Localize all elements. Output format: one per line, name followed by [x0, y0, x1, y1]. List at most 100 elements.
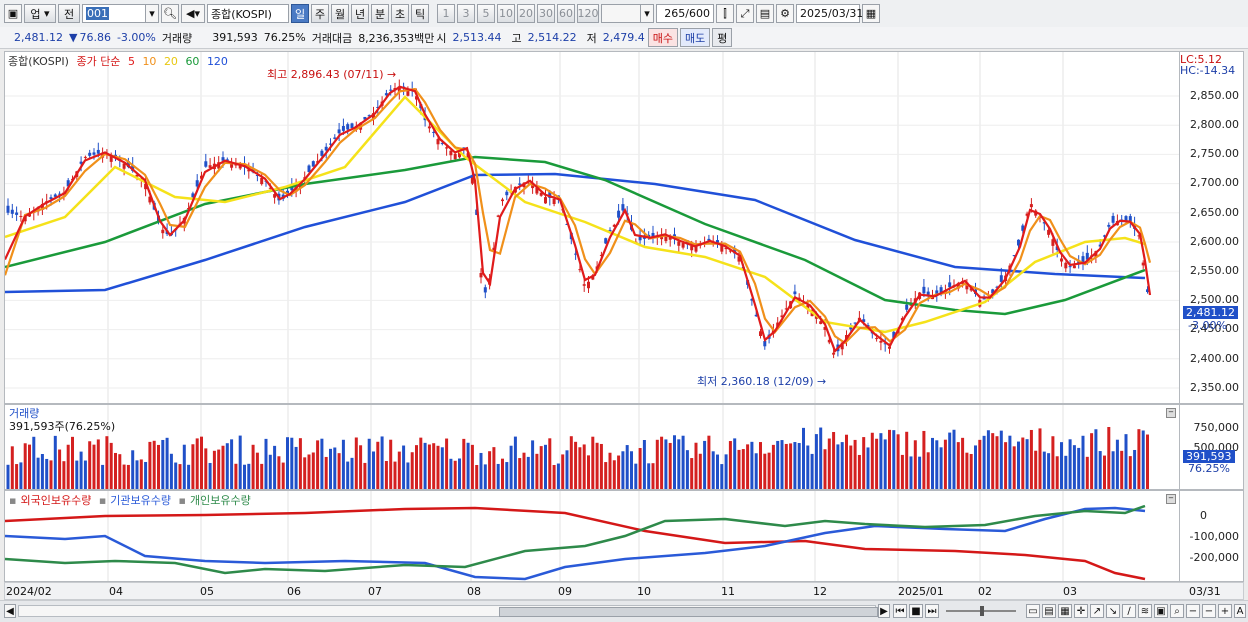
- volume-bar: [363, 462, 367, 489]
- scroll-right-icon[interactable]: ▶: [878, 604, 890, 618]
- volume-bar: [621, 451, 625, 489]
- volume-bar: [75, 460, 79, 489]
- interval-10[interactable]: 10: [497, 4, 515, 23]
- candle-body: [440, 142, 444, 144]
- tool-icon[interactable]: ⤢: [736, 4, 754, 23]
- candle-body: [436, 139, 440, 145]
- volume-bar: [135, 460, 139, 489]
- rewind-icon[interactable]: ⏮: [893, 604, 907, 618]
- image-icon[interactable]: ▣: [1154, 604, 1168, 618]
- speaker-icon[interactable]: ◀▾: [181, 4, 205, 23]
- count-field[interactable]: 265/600: [656, 4, 714, 23]
- period-minute[interactable]: 분: [371, 4, 389, 23]
- date-label: 03: [1063, 585, 1077, 598]
- calendar-icon[interactable]: ▦: [862, 4, 880, 23]
- scope-button[interactable]: 전: [58, 4, 80, 23]
- volume-bar: [419, 437, 423, 489]
- buy-button[interactable]: 매수: [647, 28, 679, 47]
- candle-body: [552, 198, 556, 204]
- period-day[interactable]: 일: [291, 4, 309, 23]
- volume-bar: [870, 432, 874, 489]
- reset-icon[interactable]: −: [1202, 604, 1216, 618]
- candle-body: [965, 282, 969, 290]
- volume-bar: [1012, 446, 1016, 489]
- zoom-out-icon[interactable]: −: [1186, 604, 1200, 618]
- zoom-in-icon[interactable]: +: [1218, 604, 1232, 618]
- interval-1[interactable]: 1: [437, 4, 455, 23]
- save-icon[interactable]: ▤: [756, 4, 774, 23]
- volume-panel-close-icon[interactable]: −: [1166, 408, 1176, 418]
- split-icon[interactable]: ▤: [1042, 604, 1056, 618]
- interval-input[interactable]: [601, 4, 641, 23]
- volume-chart[interactable]: 거래량 391,593주(76.25%) −: [4, 404, 1180, 490]
- crosshair-icon[interactable]: ✛: [1074, 604, 1088, 618]
- interval-5[interactable]: 5: [477, 4, 495, 23]
- holding-chart[interactable]: ▪ 외국인보유수량 ▪ 기관보유수량 ▪ 개인보유수량 −: [4, 490, 1180, 582]
- layout-icon[interactable]: ▭: [1026, 604, 1040, 618]
- market-select[interactable]: 업 ▾: [24, 4, 56, 23]
- candle-icon[interactable]: ⫿: [716, 4, 734, 23]
- period-second[interactable]: 초: [391, 4, 409, 23]
- stop-icon[interactable]: ■: [909, 604, 923, 618]
- play-icon[interactable]: ⏭: [925, 604, 939, 618]
- line-icon[interactable]: ∕: [1122, 604, 1136, 618]
- interval-3[interactable]: 3: [457, 4, 475, 23]
- zoom-handle[interactable]: [980, 606, 984, 616]
- period-year[interactable]: 년: [351, 4, 369, 23]
- holding-axis: 0 -100,000 -200,000: [1180, 490, 1244, 582]
- candle-body: [225, 159, 229, 161]
- code-dropdown-icon[interactable]: ▾: [145, 4, 159, 23]
- volume-bar: [1042, 451, 1046, 489]
- chart-window-icon[interactable]: ▣: [4, 4, 22, 23]
- candle-body: [840, 342, 844, 350]
- count-max: /600: [685, 7, 710, 20]
- search-icon[interactable]: 🔍︎: [161, 4, 179, 23]
- grid-icon[interactable]: ▦: [1058, 604, 1072, 618]
- period-week[interactable]: 주: [311, 4, 329, 23]
- volume-bar: [883, 439, 887, 489]
- magnify-icon[interactable]: ⌕: [1170, 604, 1184, 618]
- period-tick[interactable]: 틱: [411, 4, 429, 23]
- volume-bar: [410, 452, 414, 489]
- candle-body: [131, 165, 135, 171]
- price-axis: LC:5.12 HC:-14.34 2,850.00 2,800.00 2,75…: [1180, 51, 1244, 404]
- gear-icon[interactable]: ⚙: [776, 4, 794, 23]
- scroll-thumb[interactable]: [499, 607, 878, 617]
- interval-30[interactable]: 30: [537, 4, 555, 23]
- sell-button[interactable]: 매도: [680, 28, 711, 47]
- trend-down-icon[interactable]: ↘: [1106, 604, 1120, 618]
- volume-bar: [148, 441, 152, 489]
- interval-20[interactable]: 20: [517, 4, 535, 23]
- candle-body: [728, 250, 732, 252]
- volume-bar: [58, 449, 62, 489]
- period-month[interactable]: 월: [331, 4, 349, 23]
- bottom-scrollbar[interactable]: ◀ ▶ ⏮ ■ ⏭ ▭ ▤ ▦ ✛ ↗ ↘ ∕ ≋ ▣ ⌕ − − + A: [0, 600, 1248, 622]
- volume-bar: [376, 441, 380, 489]
- text-icon[interactable]: A: [1234, 604, 1246, 618]
- low-annotation: 최저 2,360.18 (12/09) →: [697, 375, 827, 388]
- volume-bar: [1128, 456, 1132, 489]
- candle-body: [612, 224, 616, 227]
- volume-bar: [372, 451, 375, 489]
- interval-120[interactable]: 120: [577, 4, 599, 23]
- scroll-left-icon[interactable]: ◀: [4, 604, 16, 618]
- fib-icon[interactable]: ≋: [1138, 604, 1152, 618]
- volume-bar: [857, 454, 861, 489]
- volume-bar: [595, 442, 599, 489]
- volume-info: 391,593주(76.25%): [9, 420, 116, 433]
- volume-bar: [496, 463, 500, 489]
- scroll-track[interactable]: [18, 605, 878, 617]
- date-field[interactable]: 2025/03/31: [796, 4, 863, 23]
- volume-bar: [88, 441, 92, 489]
- price-chart-canvas: [5, 52, 1179, 403]
- date-axis: 2024/02 04 05 06 07 08 09 10 11 12 2025/…: [4, 582, 1244, 600]
- eval-button[interactable]: 평: [712, 28, 733, 47]
- trend-up-icon[interactable]: ↗: [1090, 604, 1104, 618]
- interval-60[interactable]: 60: [557, 4, 575, 23]
- candle-body: [161, 229, 165, 234]
- candle-body: [827, 339, 831, 343]
- holding-panel-close-icon[interactable]: −: [1166, 494, 1176, 504]
- interval-dropdown-icon[interactable]: ▾: [640, 4, 654, 23]
- price-chart[interactable]: 종합(KOSPI) 종가 단순 5 10 20 60 120 최고 2,896.…: [4, 51, 1180, 404]
- code-input[interactable]: 001: [82, 4, 146, 23]
